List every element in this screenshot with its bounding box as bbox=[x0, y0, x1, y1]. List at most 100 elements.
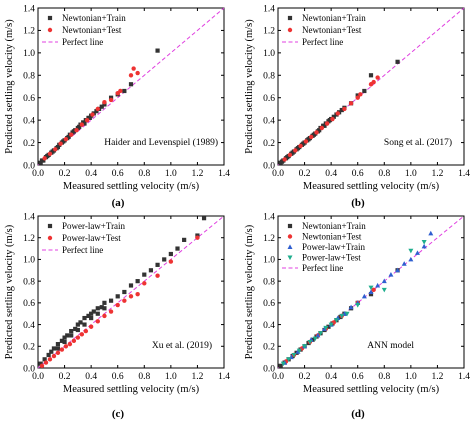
data-point bbox=[75, 335, 81, 340]
data-point bbox=[322, 123, 327, 128]
y-tick-label: 0.6 bbox=[23, 299, 35, 309]
legend: Newtonian+Train Newtonian+Test Perfect lin… bbox=[42, 13, 126, 47]
data-point bbox=[303, 139, 309, 144]
data-point bbox=[108, 298, 114, 303]
data-point bbox=[428, 230, 434, 236]
x-tick-label: 1.0 bbox=[405, 372, 417, 382]
y-axis-label: Predicted settling velocity (m/s) bbox=[4, 19, 15, 154]
data-point bbox=[55, 346, 61, 351]
x-tick-label: 1.2 bbox=[191, 372, 203, 382]
data-point bbox=[375, 282, 381, 288]
chart-annotation: Haider and Levenspiel (1989) bbox=[104, 137, 218, 148]
data-point bbox=[45, 153, 50, 159]
y-tick-label: 0.2 bbox=[23, 139, 35, 149]
data-point bbox=[381, 278, 387, 284]
y-tick-label: 1.4 bbox=[23, 212, 35, 222]
x-tick-label: 1.0 bbox=[405, 169, 417, 179]
x-axis-label: Measured settling velocity (m/s) bbox=[63, 181, 200, 192]
y-tick-label: 1.2 bbox=[23, 234, 35, 244]
data-point bbox=[395, 59, 400, 64]
data-point bbox=[49, 349, 54, 354]
legend-label: Power-law+Train bbox=[302, 242, 366, 252]
data-point bbox=[307, 339, 313, 345]
data-point bbox=[102, 102, 107, 107]
data-point bbox=[86, 313, 91, 318]
y-tick-label: 0.0 bbox=[23, 161, 35, 171]
x-tick-label: 0.4 bbox=[325, 169, 337, 179]
data-point bbox=[362, 88, 367, 94]
data-point bbox=[51, 353, 57, 359]
data-point bbox=[319, 125, 325, 131]
data-point bbox=[99, 305, 104, 310]
legend-marker bbox=[47, 27, 53, 33]
data-point bbox=[62, 339, 67, 345]
data-point bbox=[55, 144, 61, 150]
x-tick-label: 0.8 bbox=[378, 372, 390, 382]
data-point bbox=[131, 66, 136, 71]
data-point bbox=[78, 320, 83, 325]
data-point bbox=[155, 273, 160, 278]
x-tick-label: 0.8 bbox=[138, 169, 150, 179]
x-tick-label: 0.4 bbox=[85, 372, 97, 382]
data-point bbox=[135, 70, 140, 76]
data-point bbox=[375, 75, 380, 80]
data-point bbox=[91, 309, 96, 314]
data-point bbox=[168, 251, 173, 257]
legend-label: Newtonian+Train bbox=[62, 13, 126, 23]
data-point bbox=[95, 306, 100, 311]
data-point bbox=[195, 235, 200, 240]
data-point bbox=[42, 156, 47, 161]
x-tick-label: 0.0 bbox=[272, 372, 284, 382]
legend-marker bbox=[287, 27, 293, 33]
data-point bbox=[102, 306, 107, 311]
chart-panel-4: 0.0 0.2 0.4 0.6 0.8 1.0 1.2 1.4 0.0 0.2 0.4 0.6 0.8 1… bbox=[244, 212, 470, 420]
data-point bbox=[335, 111, 340, 116]
data-point bbox=[408, 256, 414, 262]
x-tick-label: 0.8 bbox=[378, 169, 390, 179]
data-point bbox=[69, 333, 74, 338]
data-point bbox=[282, 157, 287, 162]
data-point bbox=[298, 143, 303, 149]
data-point bbox=[71, 338, 77, 344]
data-point bbox=[82, 315, 87, 321]
data-point bbox=[314, 130, 319, 135]
data-point bbox=[102, 100, 107, 105]
data-point bbox=[355, 303, 361, 308]
x-tick-label: 0.2 bbox=[299, 169, 311, 179]
x-tick-label: 0.2 bbox=[59, 372, 71, 382]
legend-marker bbox=[287, 244, 293, 249]
data-point bbox=[331, 114, 336, 119]
y-tick-label: 0.2 bbox=[263, 139, 275, 149]
data-point bbox=[323, 325, 329, 331]
legend: Newtonian+TrainNewtonian+TestPower-law+T… bbox=[282, 221, 366, 273]
data-point bbox=[67, 341, 73, 347]
data-point bbox=[182, 237, 187, 242]
data-point bbox=[43, 360, 49, 365]
legend-label: Perfect line bbox=[62, 37, 103, 47]
data-point bbox=[315, 332, 321, 338]
data-point bbox=[421, 243, 427, 249]
y-tick-label: 0.2 bbox=[263, 343, 275, 353]
data-point bbox=[79, 122, 85, 127]
data-point bbox=[155, 48, 160, 53]
y-tick-label: 0.0 bbox=[263, 161, 275, 171]
data-point bbox=[311, 132, 316, 137]
y-axis-label: Predicted settling velocity (m/s) bbox=[244, 19, 255, 154]
legend-marker bbox=[47, 15, 53, 21]
plot-frame bbox=[277, 215, 465, 369]
x-tick-label: 1.4 bbox=[458, 372, 470, 382]
data-point bbox=[296, 348, 302, 354]
data-point bbox=[55, 342, 61, 347]
y-tick-label: 0.4 bbox=[263, 116, 275, 126]
legend-label: Power-law+Train bbox=[62, 221, 126, 231]
x-tick-label: 1.4 bbox=[218, 372, 230, 382]
data-point bbox=[142, 272, 147, 277]
x-tick-label: 1.0 bbox=[165, 372, 177, 382]
data-point bbox=[95, 106, 100, 112]
y-tick-label: 1.0 bbox=[263, 49, 275, 59]
data-point bbox=[368, 285, 374, 291]
x-tick-label: 0.0 bbox=[32, 372, 44, 382]
y-axis-label: Predicted settling velocity (m/s) bbox=[244, 224, 255, 359]
data-point bbox=[39, 158, 45, 163]
data-point bbox=[168, 259, 174, 264]
